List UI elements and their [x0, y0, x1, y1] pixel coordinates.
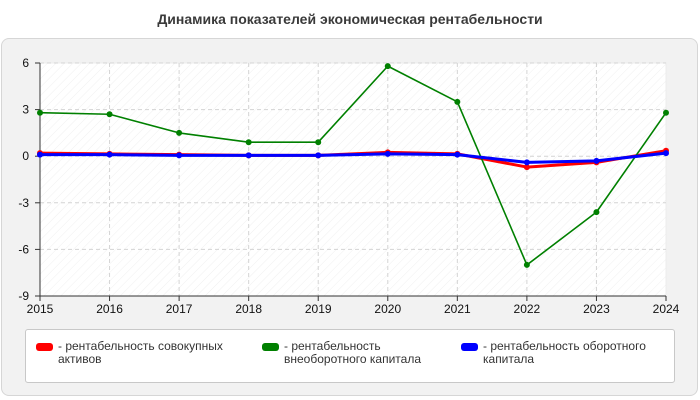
- y-tick-label: 0: [22, 149, 29, 163]
- series-point-2: [315, 152, 322, 159]
- series-point-0: [523, 164, 530, 171]
- legend-swatch-green: [262, 343, 279, 351]
- series-point-2: [593, 157, 600, 164]
- legend-label: - рентабельность совокупных активов: [58, 339, 223, 366]
- x-tick-label: 2020: [374, 302, 401, 316]
- series-point-1: [593, 209, 600, 216]
- y-tick-label: -9: [18, 289, 29, 303]
- series-point-2: [523, 159, 530, 166]
- x-tick-label: 2016: [96, 302, 123, 316]
- series-line-2: [40, 151, 667, 164]
- legend-label: - рентабельность оборотного капитала: [483, 339, 646, 366]
- x-tick-label: 2024: [653, 302, 680, 316]
- series-point-1: [315, 139, 322, 146]
- series-point-2: [245, 152, 252, 159]
- series-point-1: [523, 261, 530, 268]
- series-point-2: [176, 152, 183, 159]
- legend-swatch-blue: [461, 343, 478, 351]
- plot-area: [39, 62, 667, 297]
- series-point-2: [454, 151, 461, 158]
- x-tick-label: 2018: [235, 302, 262, 316]
- series-point-1: [384, 63, 391, 70]
- y-tick-label: -3: [18, 196, 29, 210]
- series-point-1: [663, 109, 669, 116]
- series-line-1: [39, 65, 667, 266]
- series-point-1: [37, 109, 43, 116]
- x-tick-label: 2017: [166, 302, 193, 316]
- y-tick-label: 3: [22, 103, 29, 117]
- series-point-1: [245, 139, 252, 146]
- x-tick-label: 2022: [514, 302, 541, 316]
- legend-swatch-red: [36, 343, 53, 351]
- legend-label: - рентабельность внеоборотного капитала: [284, 339, 421, 366]
- x-tick-label: 2019: [305, 302, 332, 316]
- x-tick-label: 2023: [583, 302, 610, 316]
- x-tick-label: 2015: [27, 302, 54, 316]
- series-point-1: [454, 98, 461, 105]
- y-tick-label: -6: [18, 242, 29, 256]
- series-point-1: [176, 129, 183, 136]
- series-point-1: [106, 111, 113, 118]
- x-tick-label: 2021: [444, 302, 471, 316]
- legend: - рентабельность совокупных активов - ре…: [25, 329, 675, 383]
- series-group: [37, 63, 669, 268]
- y-tick-label: 6: [22, 56, 29, 70]
- series-point-2: [663, 150, 669, 157]
- chart-title: Динамика показателей экономическая рента…: [157, 11, 543, 27]
- series-point-2: [37, 151, 43, 158]
- series-point-2: [384, 150, 391, 157]
- series-point-2: [106, 151, 113, 158]
